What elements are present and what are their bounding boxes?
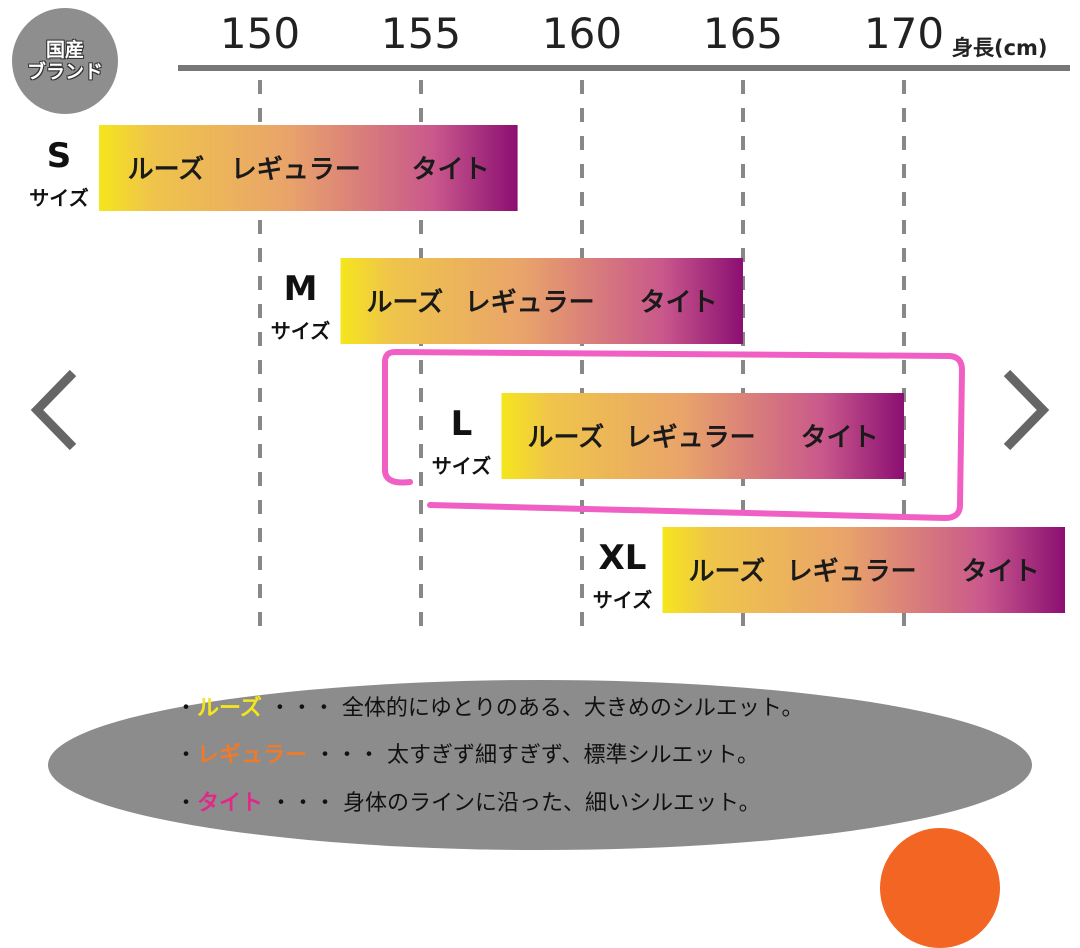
size-bar-s: ルーズ レギュラー タイト S サイズ (29, 125, 518, 211)
segment-label: レギュラー (626, 423, 756, 453)
legend-term: レギュラー (197, 743, 308, 768)
x-tick-label: 170 (864, 9, 944, 58)
x-tick-label: 150 (220, 9, 300, 58)
x-tick-label: 165 (703, 9, 783, 58)
segment-label: ルーズ (367, 287, 444, 318)
domestic-brand-badge: 国産 ブランド (12, 8, 118, 114)
legend-loose: ・ルーズ ・・・ 全体的にゆとりのある、大きめのシルエット。 (175, 696, 804, 721)
legend-tight: ・タイト ・・・ 身体のラインに沿った、細いシルエット。 (175, 791, 761, 816)
size-bar-l: ルーズ レギュラー タイト L サイズ (432, 393, 904, 479)
prev-button[interactable] (25, 365, 85, 455)
segment-label: レギュラー (231, 155, 361, 185)
segment-label: タイト (801, 423, 879, 453)
segment-label: タイト (962, 557, 1040, 587)
segment-label: レギュラー (465, 288, 595, 318)
legend-term: ルーズ (197, 696, 262, 721)
legend-desc: ・・・ 身体のラインに沿った、細いシルエット。 (270, 791, 761, 816)
size-name: S (47, 136, 72, 176)
segment-label: タイト (412, 155, 490, 185)
segment-label: タイト (640, 288, 718, 318)
segment-label: ルーズ (528, 422, 605, 453)
segment-label: ルーズ (128, 154, 205, 185)
size-name: L (451, 404, 473, 444)
size-suffix: サイズ (29, 186, 88, 210)
segment-label: ルーズ (689, 556, 766, 587)
range-bar (501, 393, 904, 479)
legend-regular: ・レギュラー ・・・ 太すぎず細すぎず、標準シルエット。 (175, 743, 760, 768)
range-bar (99, 125, 518, 211)
size-suffix: サイズ (432, 454, 491, 478)
size-suffix: サイズ (271, 319, 330, 343)
x-tick-label: 160 (542, 9, 622, 58)
chevron-left-icon (30, 369, 77, 451)
size-name: XL (599, 538, 647, 578)
size-name: M (284, 269, 318, 309)
highlight-box (382, 349, 966, 522)
range-bar (662, 527, 1065, 613)
badge-line1: 国産 (45, 39, 84, 61)
x-axis-label: 身長(cm) (952, 36, 1048, 60)
next-button[interactable] (995, 365, 1055, 455)
legend-panel (48, 680, 1032, 850)
size-bar-xl: ルーズ レギュラー タイト XL サイズ (593, 527, 1065, 613)
legend-desc: ・・・ 全体的にゆとりのある、大きめのシルエット。 (268, 696, 804, 721)
segment-label: レギュラー (787, 557, 917, 587)
size-chart: 150 155 160 165 170 身長(cm) ルーズ レギュラー タイトSサイズルー… (29, 9, 1070, 632)
x-tick-label: 155 (381, 9, 461, 58)
legend-term: タイト (197, 791, 264, 816)
orange-circle (880, 828, 1000, 948)
legend-desc: ・・・ 太すぎず細すぎず、標準シルエット。 (314, 743, 760, 768)
range-bar (340, 258, 743, 344)
chevron-right-icon (1003, 369, 1050, 451)
size-suffix: サイズ (593, 588, 652, 612)
size-bar-m: ルーズ レギュラー タイト M サイズ (271, 258, 743, 344)
badge-line2: ブランド (26, 61, 103, 83)
